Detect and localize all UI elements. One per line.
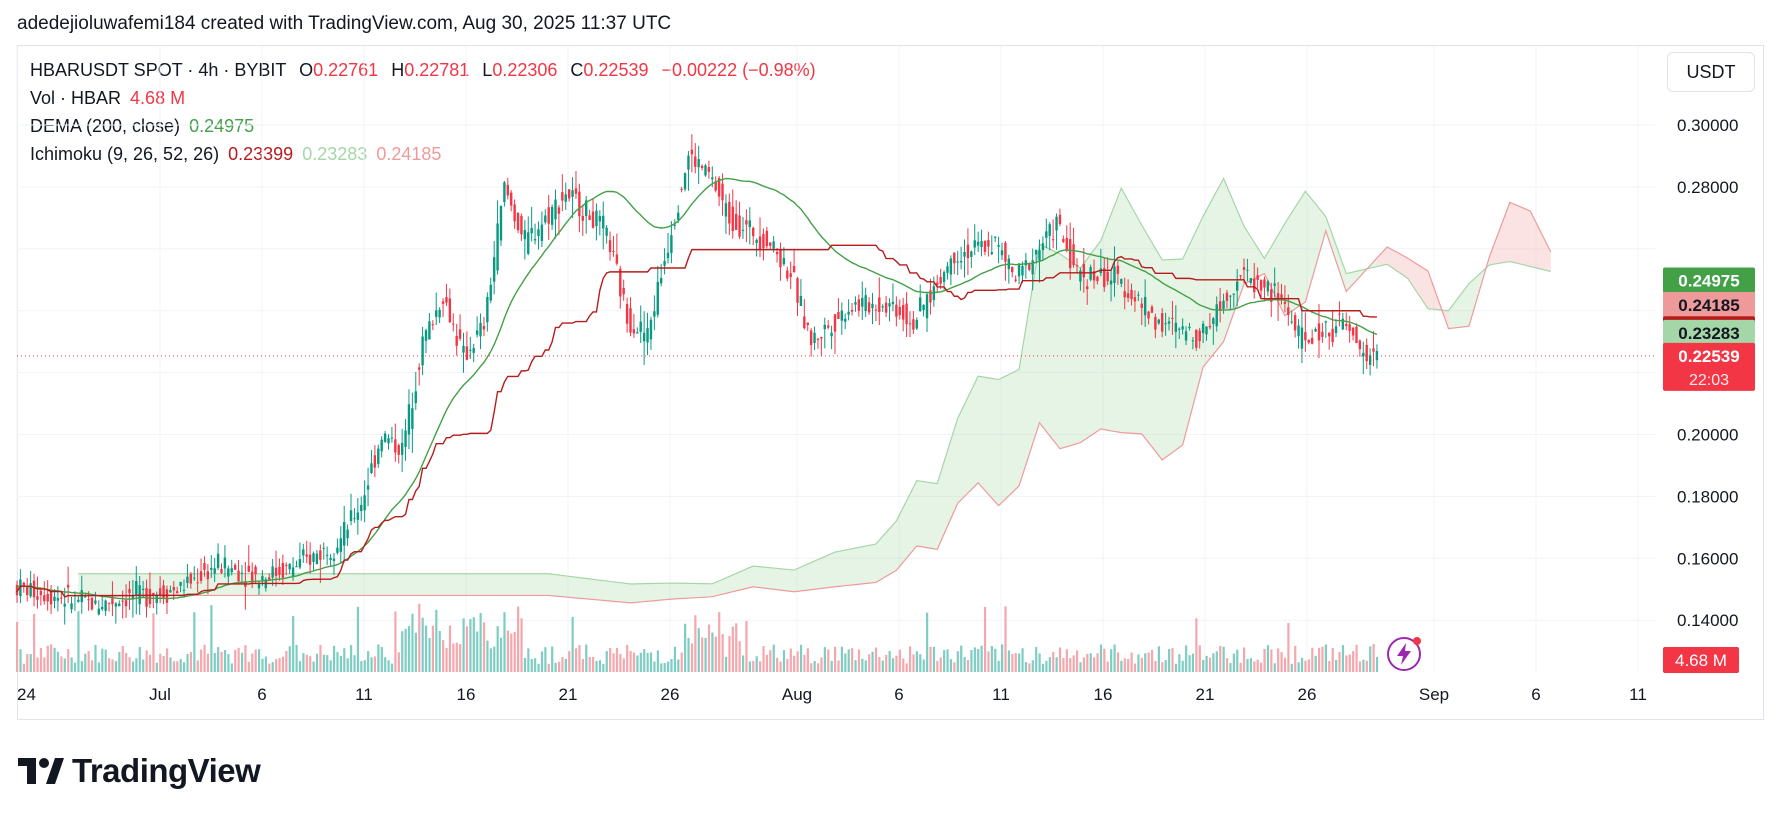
dema-legend[interactable]: DEMA (200, close) 0.24975 (30, 116, 254, 137)
chart-header: adedejioluwafemi184 created with Trading… (17, 13, 672, 34)
ichimoku-legend[interactable]: Ichimoku (9, 26, 52, 26) 0.23399 0.23283… (30, 144, 441, 165)
symbol-legend: HBARUSDT SPOT · 4h · BYBIT O0.22761 H0.2… (30, 60, 816, 81)
ohlc-close: C0.22539 (570, 60, 649, 80)
symbol-name[interactable]: HBARUSDT SPOT · 4h · BYBIT (30, 60, 287, 80)
ohlc-high: H0.22781 (391, 60, 470, 80)
tradingview-logo-icon (18, 758, 64, 784)
lightning-icon[interactable] (1384, 634, 1424, 674)
ichimoku-label: Ichimoku (9, 26, 52, 26) (30, 144, 220, 164)
ohlc-low: L0.22306 (482, 60, 558, 80)
dema-label: DEMA (200, close) (30, 116, 181, 136)
ichimoku-value-1: 0.23399 (228, 144, 294, 164)
volume-value: 4.68 M (130, 88, 186, 108)
ichimoku-value-3: 0.24185 (376, 144, 442, 164)
volume-legend[interactable]: Vol · HBAR 4.68 M (30, 88, 185, 109)
volume-label: Vol · HBAR (30, 88, 122, 108)
ichimoku-value-2: 0.23283 (302, 144, 368, 164)
price-change: −0.00222 (−0.98%) (661, 60, 816, 80)
tradingview-logo-text: TradingView (72, 752, 261, 789)
ohlc-open: O0.22761 (299, 60, 379, 80)
currency-button[interactable]: USDT (1667, 52, 1755, 92)
dema-value: 0.24975 (189, 116, 255, 136)
tradingview-logo[interactable]: TradingView (18, 752, 261, 790)
